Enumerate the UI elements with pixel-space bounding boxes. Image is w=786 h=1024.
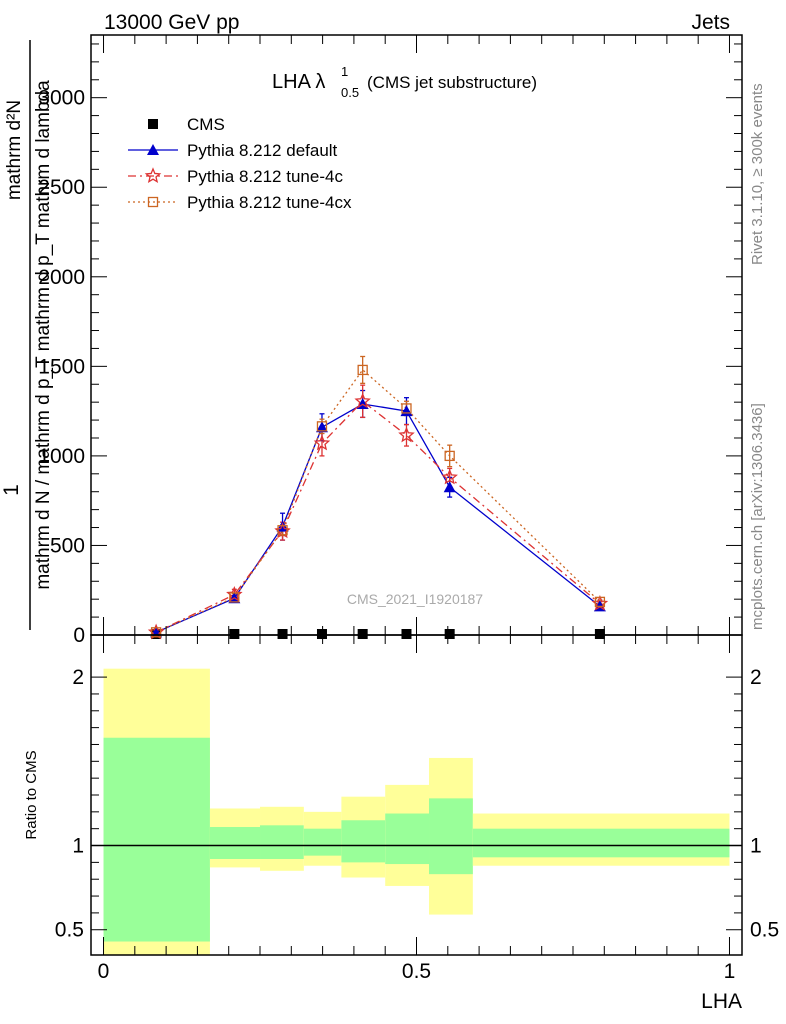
main-y-tick-label: 2000	[38, 266, 85, 289]
process-label: Jets	[691, 11, 730, 34]
ratio-y-tick-label: 0.5	[55, 919, 84, 942]
data-point-cms	[277, 629, 288, 639]
data-point-tune4cx	[401, 403, 412, 414]
main-y-tick-label: 1000	[38, 445, 85, 468]
data-point-default	[315, 421, 328, 433]
series-line-tune4cx	[155, 368, 601, 633]
data-point-tune4c	[313, 434, 331, 451]
legend-marker-default	[147, 144, 159, 155]
ratio-y-tick-label-right: 2	[750, 666, 762, 689]
series-line-default	[155, 403, 601, 633]
data-point-tune4c	[398, 426, 415, 443]
analysis-watermark: CMS_2021_I1920187	[347, 591, 483, 607]
chart-title-suffix: (CMS jet substructure)	[367, 73, 537, 92]
ratio-y-ticks: 0.5 0.5 1 1 2 2	[55, 666, 779, 942]
ratio-inner-band	[209, 827, 261, 859]
main-y-ticks: 0 500 1000 1500 2000 2500 3000	[38, 43, 742, 647]
legend-label-tune4cx: Pythia 8.212 tune-4cx	[187, 193, 352, 212]
y-label-numerator: mathrm d²N	[4, 100, 25, 200]
data-point-tune4cx	[150, 627, 162, 638]
data-point-tune4cx	[229, 592, 240, 603]
x-tick-label: 0.5	[402, 960, 431, 983]
main-y-tick-label: 2500	[38, 176, 85, 199]
data-point-cms	[357, 629, 368, 639]
ratio-y-tick-label-right: 0.5	[750, 919, 779, 942]
data-point-tune4cx	[594, 596, 606, 608]
data-point-tune4cx	[316, 421, 328, 432]
chart-title-superscript: 1	[341, 64, 348, 79]
mcplots-reference-label: mcplots.cern.ch [arXiv:1306.3436]	[749, 403, 766, 630]
legend-label-cms: CMS	[187, 115, 225, 134]
data-point-cms	[229, 629, 240, 639]
legend-label-tune4c: Pythia 8.212 tune-4c	[187, 167, 343, 186]
main-markers	[147, 364, 609, 640]
rivet-version-label: Rivet 3.1.10, ≥ 300k events	[749, 83, 766, 265]
y-label-denominator: mathrm d N / mathrm d p_T mathrm d p_T m…	[33, 80, 54, 590]
energy-label: 13000 GeV pp	[104, 11, 239, 34]
ratio-inner-band	[341, 820, 386, 863]
ratio-inner-band	[385, 813, 430, 865]
y-label-prefactor: 1	[0, 484, 23, 496]
ratio-inner-band	[303, 828, 342, 856]
ratio-x-ticks: 0 0.5 1	[98, 635, 736, 983]
ratio-inner-band	[429, 798, 473, 875]
x-axis-label: LHA	[701, 990, 742, 1013]
ratio-y-tick-label: 2	[72, 666, 84, 689]
ratio-inner-band	[260, 825, 304, 859]
legend-marker-tune4cx	[147, 196, 159, 208]
legend-marker-cms	[148, 119, 158, 129]
legend-label-default: Pythia 8.212 default	[187, 141, 338, 160]
data-point-cms	[401, 629, 412, 639]
chart-title: LHA λ 1 0.5 (CMS jet substructure)	[272, 64, 537, 100]
main-y-tick-label: 0	[73, 624, 85, 647]
legend-marker-tune4c	[144, 167, 162, 184]
ratio-y-axis-label: Ratio to CMS	[23, 750, 40, 839]
data-point-tune4cx	[357, 364, 368, 376]
data-point-cms	[316, 629, 327, 639]
ratio-y-tick-label: 1	[72, 835, 84, 858]
ratio-inner-band	[103, 737, 210, 942]
main-y-tick-label: 500	[50, 534, 85, 557]
x-tick-label: 0	[98, 960, 110, 983]
data-point-cms	[594, 629, 605, 639]
x-tick-label: 1	[724, 960, 736, 983]
main-panel: 0 500 1000 1500 2000 2500 3000 CMS_2021_I19201…	[38, 34, 743, 647]
ratio-y-tick-label-right: 1	[750, 835, 762, 858]
ratio-inner-band	[472, 828, 730, 858]
data-point-tune4c	[441, 468, 458, 485]
legend: CMS Pythia 8.212 default Pythia 8.212 tune…	[128, 115, 352, 212]
main-y-tick-label: 3000	[38, 87, 85, 110]
data-point-default	[443, 481, 456, 493]
data-point-cms	[444, 629, 455, 639]
main-x-ticks	[103, 35, 730, 635]
data-point-tune4cx	[444, 450, 455, 462]
chart-title-main: LHA λ	[272, 71, 325, 93]
chart-title-subscript: 0.5	[341, 85, 359, 100]
data-point-tune4cx	[277, 525, 288, 536]
main-y-tick-label: 1500	[38, 355, 85, 378]
ratio-frame	[90, 634, 743, 956]
data-point-tune4c	[354, 392, 371, 409]
ratio-panel: 0.5 0.51 12 2 0 0.5 1 Ratio to CMS LHA	[23, 634, 779, 1013]
ratio-uncertainty-bands	[103, 668, 730, 955]
series-line-tune4c	[155, 400, 601, 633]
main-series-lines	[155, 368, 601, 633]
main-y-axis-label: 1 mathrm d²N mathrm d N / mathrm d p_T m…	[0, 40, 54, 630]
